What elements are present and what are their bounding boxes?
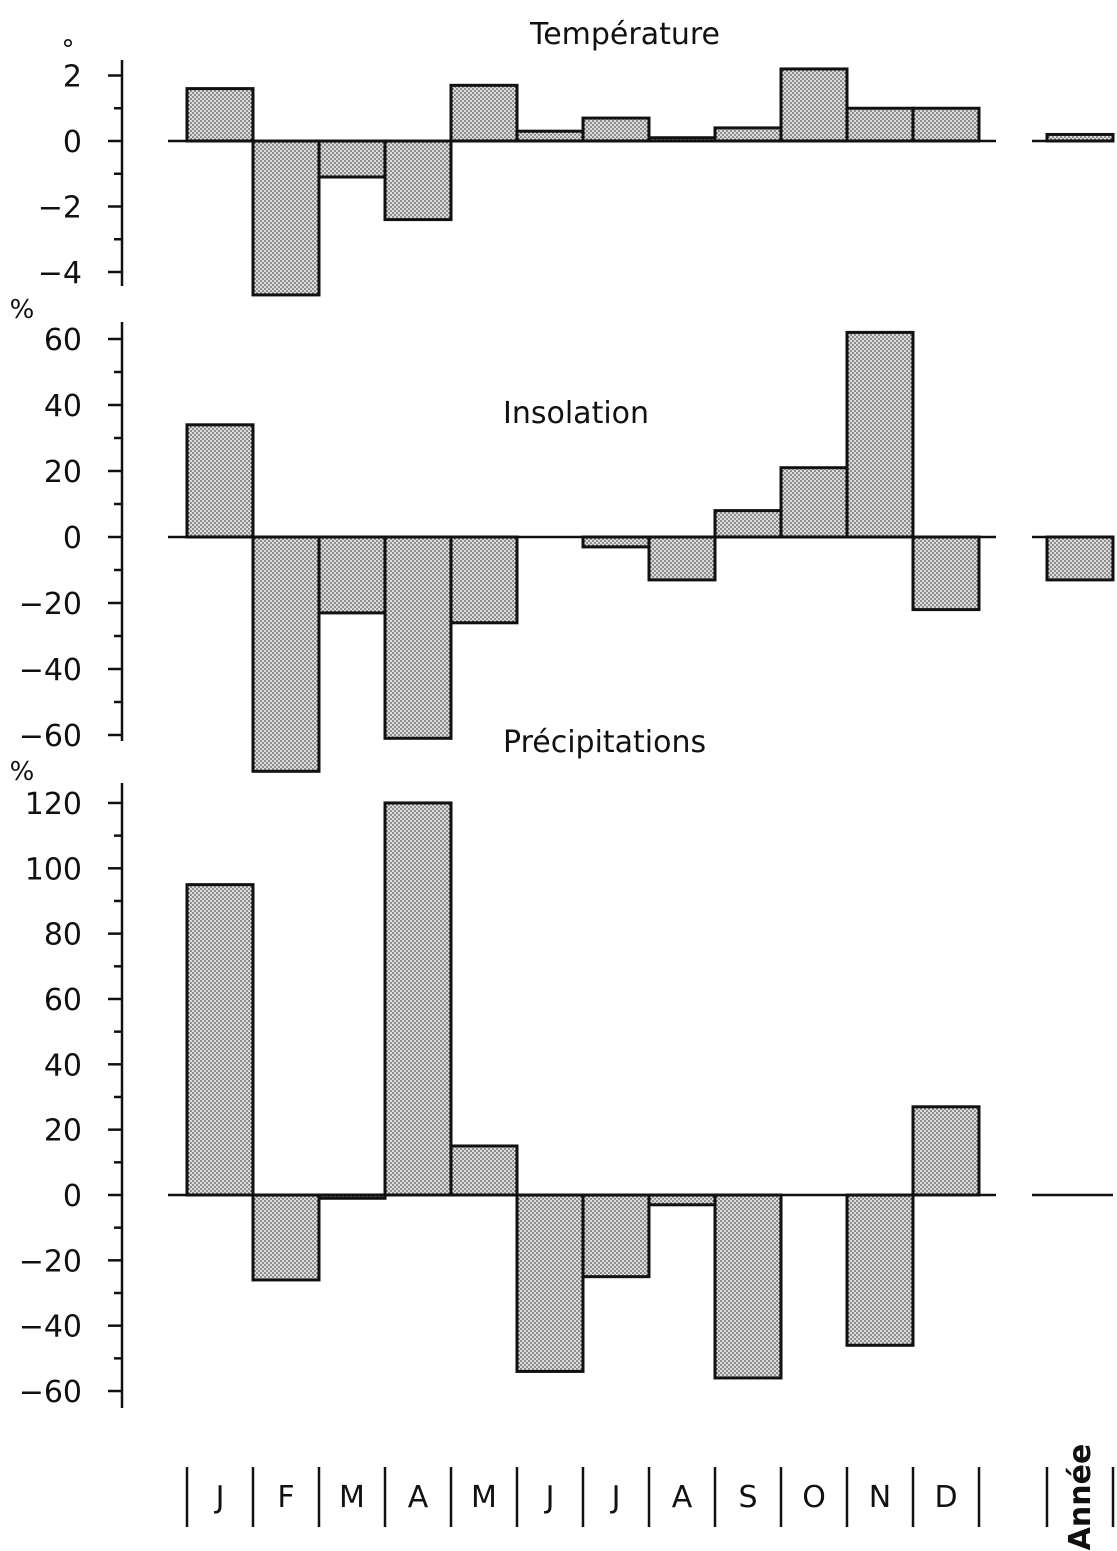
month-label: D <box>934 1480 957 1515</box>
bar-annee <box>1045 535 1115 582</box>
unit-label: ° <box>62 35 75 65</box>
bar-2 <box>317 1193 387 1200</box>
month-axis: J F M A M J J A S O N D Année <box>185 1444 1115 1551</box>
bar-11 <box>911 106 981 143</box>
bar-1 <box>251 1193 321 1282</box>
month-label: O <box>802 1480 826 1515</box>
y-tick-label: 100 <box>25 852 82 887</box>
bar-6 <box>581 535 651 549</box>
bar-0 <box>185 883 255 1197</box>
y-tick-label: 120 <box>25 787 82 822</box>
bar-4 <box>449 83 519 143</box>
bar-1 <box>251 535 321 773</box>
bar-4 <box>449 535 519 625</box>
y-tick-label: −40 <box>19 1310 82 1345</box>
bar-11 <box>911 535 981 612</box>
bar-7 <box>647 1193 717 1207</box>
panel-title: Précipitations <box>503 725 706 760</box>
month-label: M <box>339 1480 365 1515</box>
y-tick-label: −4 <box>38 256 82 291</box>
bar-10 <box>845 330 915 539</box>
month-label: A <box>672 1480 693 1515</box>
panel-title: Température <box>529 17 720 52</box>
bar-7 <box>647 136 717 143</box>
precipitation-panel: −60 −40 −20 0 20 40 60 80 100 120% Précipitations <box>10 725 1113 1410</box>
y-tick-label: 60 <box>44 983 82 1018</box>
bar-10 <box>845 1193 915 1347</box>
month-label: S <box>738 1480 757 1515</box>
y-tick-label: −60 <box>19 719 82 754</box>
y-tick-label: 0 <box>63 521 82 556</box>
month-label: A <box>408 1480 429 1515</box>
month-label: J <box>214 1480 225 1515</box>
month-label: M <box>471 1480 497 1515</box>
y-tick-label: 0 <box>63 1179 82 1214</box>
y-tick-label: 40 <box>44 1048 82 1083</box>
y-tick-label: −40 <box>19 653 82 688</box>
bar-6 <box>581 116 651 143</box>
temperature-panel: −4 −2 0 2° Température <box>38 17 1115 297</box>
bar-9 <box>779 67 849 143</box>
year-label: Année <box>1063 1444 1098 1551</box>
bar-3 <box>383 801 453 1197</box>
y-tick-label: 2 <box>63 60 82 95</box>
month-label: J <box>610 1480 621 1515</box>
bar-8 <box>713 1193 783 1380</box>
bar-5 <box>515 129 585 143</box>
bar-10 <box>845 106 915 143</box>
y-tick-label: 20 <box>44 1114 82 1149</box>
bar-7 <box>647 535 717 582</box>
panel-title: Insolation <box>503 396 649 431</box>
bar-annee <box>1045 132 1115 143</box>
bar-3 <box>383 139 453 222</box>
y-tick-label: 80 <box>44 918 82 953</box>
y-tick-label: −20 <box>19 1244 82 1279</box>
unit-label: % <box>10 757 35 787</box>
bar-2 <box>317 139 387 179</box>
bar-8 <box>713 509 783 539</box>
y-tick-label: 40 <box>44 389 82 424</box>
insolation-panel: −60 −40 −20 0 20 40 60% Insolation <box>10 295 1115 773</box>
bar-6 <box>581 1193 651 1279</box>
bar-11 <box>911 1105 981 1197</box>
y-tick-label: −20 <box>19 587 82 622</box>
y-tick-label: −60 <box>19 1375 82 1410</box>
bar-9 <box>779 466 849 539</box>
bar-0 <box>185 423 255 539</box>
bar-5 <box>515 1193 585 1373</box>
month-label: F <box>277 1480 294 1515</box>
bar-1 <box>251 139 321 297</box>
unit-label: % <box>10 295 35 325</box>
bar-0 <box>185 87 255 143</box>
bar-8 <box>713 126 783 143</box>
month-label: N <box>869 1480 891 1515</box>
y-tick-label: −2 <box>38 191 82 226</box>
y-tick-label: 0 <box>63 125 82 160</box>
y-tick-label: 60 <box>44 323 82 358</box>
bar-2 <box>317 535 387 615</box>
y-tick-label: 20 <box>44 455 82 490</box>
bar-3 <box>383 535 453 740</box>
bar-4 <box>449 1144 519 1197</box>
month-label: J <box>544 1480 555 1515</box>
